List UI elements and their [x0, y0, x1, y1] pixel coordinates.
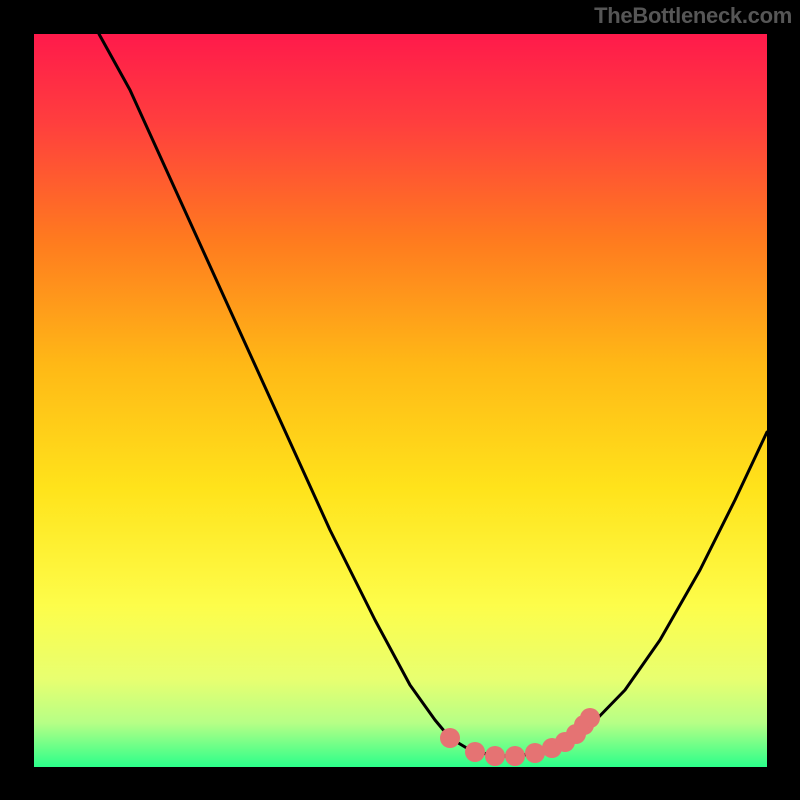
chart-svg	[0, 0, 800, 800]
highlight-dot	[440, 728, 460, 748]
highlight-dot	[485, 746, 505, 766]
highlight-dot	[525, 743, 545, 763]
highlight-dot	[505, 746, 525, 766]
canvas-root: TheBottleneck.com	[0, 0, 800, 800]
watermark-text: TheBottleneck.com	[594, 3, 792, 29]
highlight-dot	[465, 742, 485, 762]
highlight-dot	[580, 708, 600, 728]
highlight-band	[440, 708, 600, 766]
bottleneck-curve	[99, 34, 767, 756]
